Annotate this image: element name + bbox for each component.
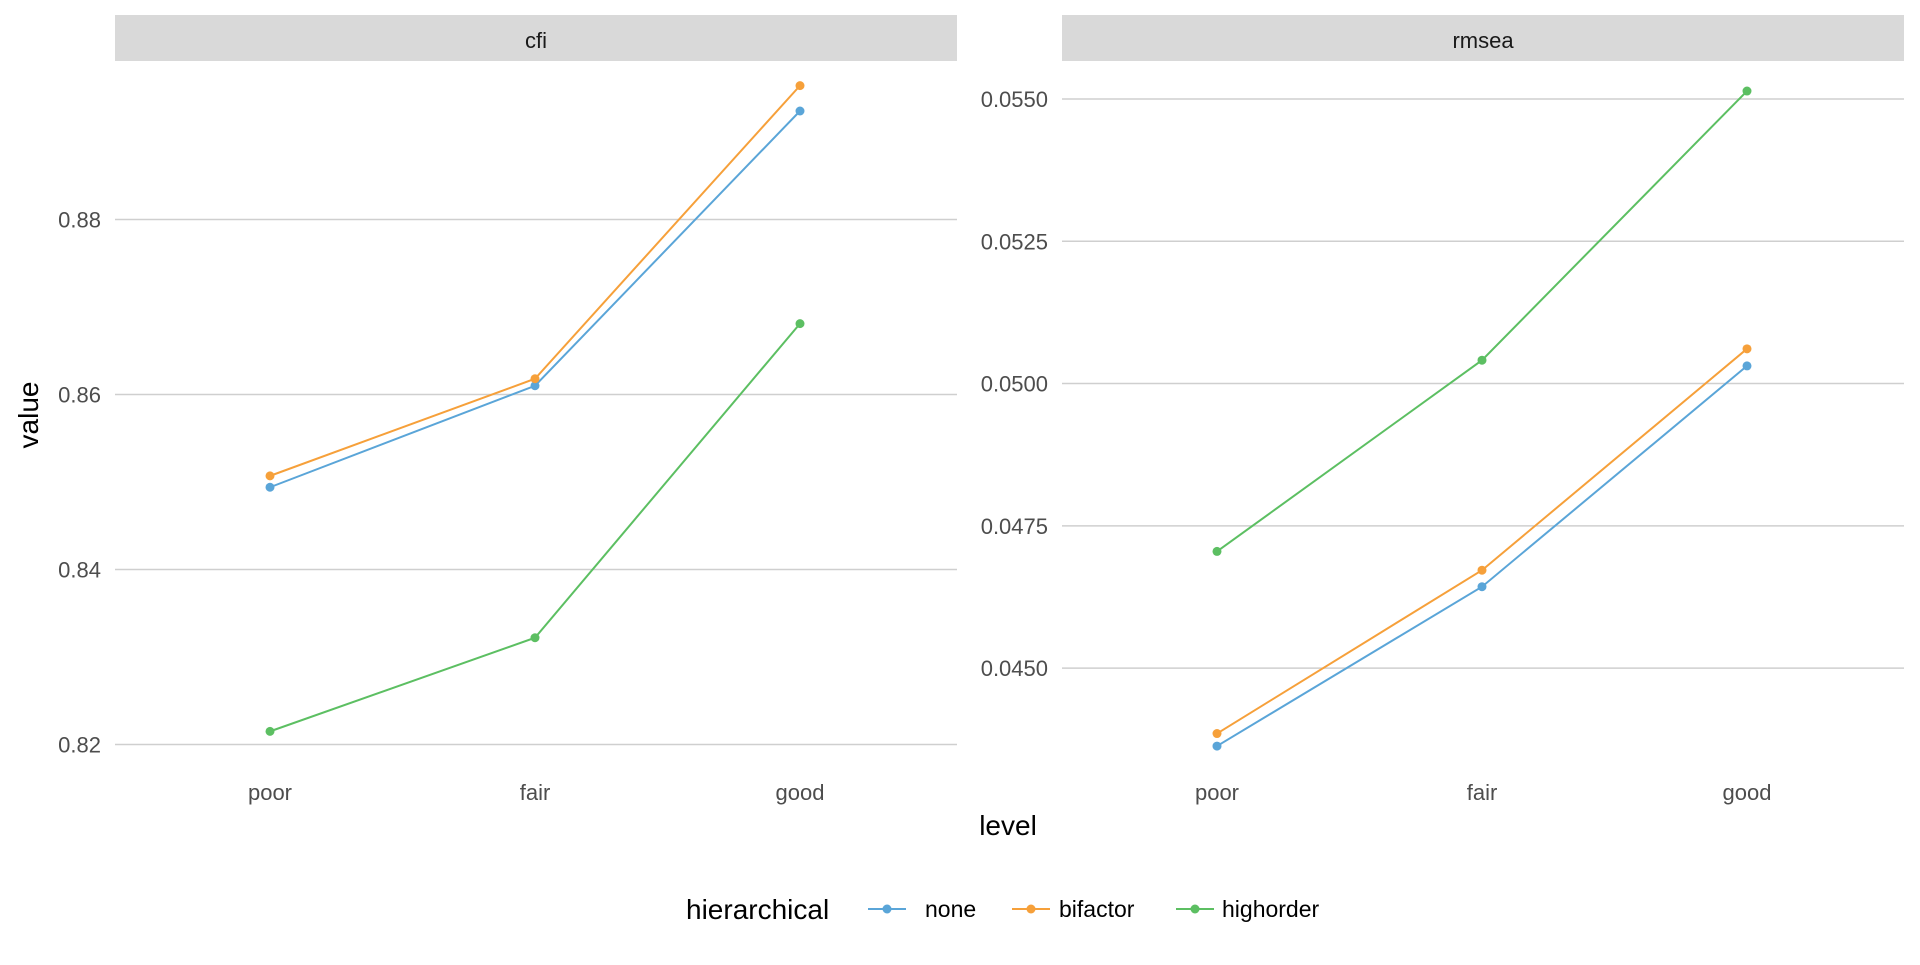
- panel-title: cfi: [525, 28, 547, 53]
- data-point-highorder: [530, 633, 540, 643]
- data-point-bifactor: [265, 471, 275, 481]
- data-point-highorder: [1477, 355, 1487, 365]
- legend-label-highorder: highorder: [1222, 896, 1320, 922]
- x-axis-title: level: [979, 810, 1037, 841]
- data-point-bifactor: [530, 374, 540, 384]
- data-point-none: [530, 381, 540, 391]
- data-point-bifactor: [1212, 729, 1222, 739]
- panel-cfi: cfi 0.82 0.84 0.86 0.88 poor fair good: [58, 15, 957, 805]
- data-point-none: [795, 106, 805, 116]
- legend: hierarchical none bifactor highorder: [686, 894, 1320, 925]
- legend-label-bifactor: bifactor: [1059, 896, 1135, 922]
- series-line-highorder: [1216, 90, 1748, 553]
- y-axis-title: value: [13, 382, 44, 449]
- y-tick-label: 0.0500: [981, 372, 1048, 397]
- panel-strip: [115, 15, 957, 61]
- legend-key-point-none: [882, 904, 892, 914]
- data-point-highorder: [1742, 86, 1752, 96]
- panel-strip: [1062, 15, 1904, 61]
- panel-title: rmsea: [1452, 28, 1514, 53]
- x-tick-label: good: [1723, 780, 1772, 805]
- x-tick-label: fair: [520, 780, 551, 805]
- x-tick-label: fair: [1467, 780, 1498, 805]
- legend-key-point-highorder: [1190, 904, 1200, 914]
- data-point-bifactor: [1477, 565, 1487, 575]
- legend-title: hierarchical: [686, 894, 829, 925]
- y-tick-label: 0.82: [58, 733, 101, 758]
- y-tick-label: 0.84: [58, 558, 101, 583]
- data-point-bifactor: [1742, 344, 1752, 354]
- y-tick-label: 0.0475: [981, 514, 1048, 539]
- data-point-none: [1742, 361, 1752, 371]
- y-tick-label: 0.0525: [981, 229, 1048, 254]
- series-line-bifactor: [1216, 348, 1748, 735]
- data-point-none: [1212, 741, 1222, 751]
- series-line-none: [1216, 365, 1748, 747]
- legend-key-point-bifactor: [1026, 904, 1036, 914]
- y-tick-label: 0.86: [58, 383, 101, 408]
- data-point-highorder: [795, 319, 805, 329]
- data-point-none: [265, 482, 275, 492]
- x-tick-label: poor: [1195, 780, 1239, 805]
- x-tick-label: good: [776, 780, 825, 805]
- data-point-bifactor: [795, 81, 805, 91]
- y-tick-label: 0.88: [58, 208, 101, 233]
- panel-rmsea: rmsea 0.0450 0.0475 0.0500 0.0525 0.0550 poor f…: [981, 15, 1904, 805]
- x-tick-label: poor: [248, 780, 292, 805]
- data-point-highorder: [1212, 546, 1222, 556]
- legend-label-none: none: [925, 896, 976, 922]
- data-point-highorder: [265, 726, 275, 736]
- series-line-none: [269, 110, 801, 489]
- y-tick-label: 0.0550: [981, 87, 1048, 112]
- y-tick-label: 0.0450: [981, 656, 1048, 681]
- data-point-none: [1477, 582, 1487, 592]
